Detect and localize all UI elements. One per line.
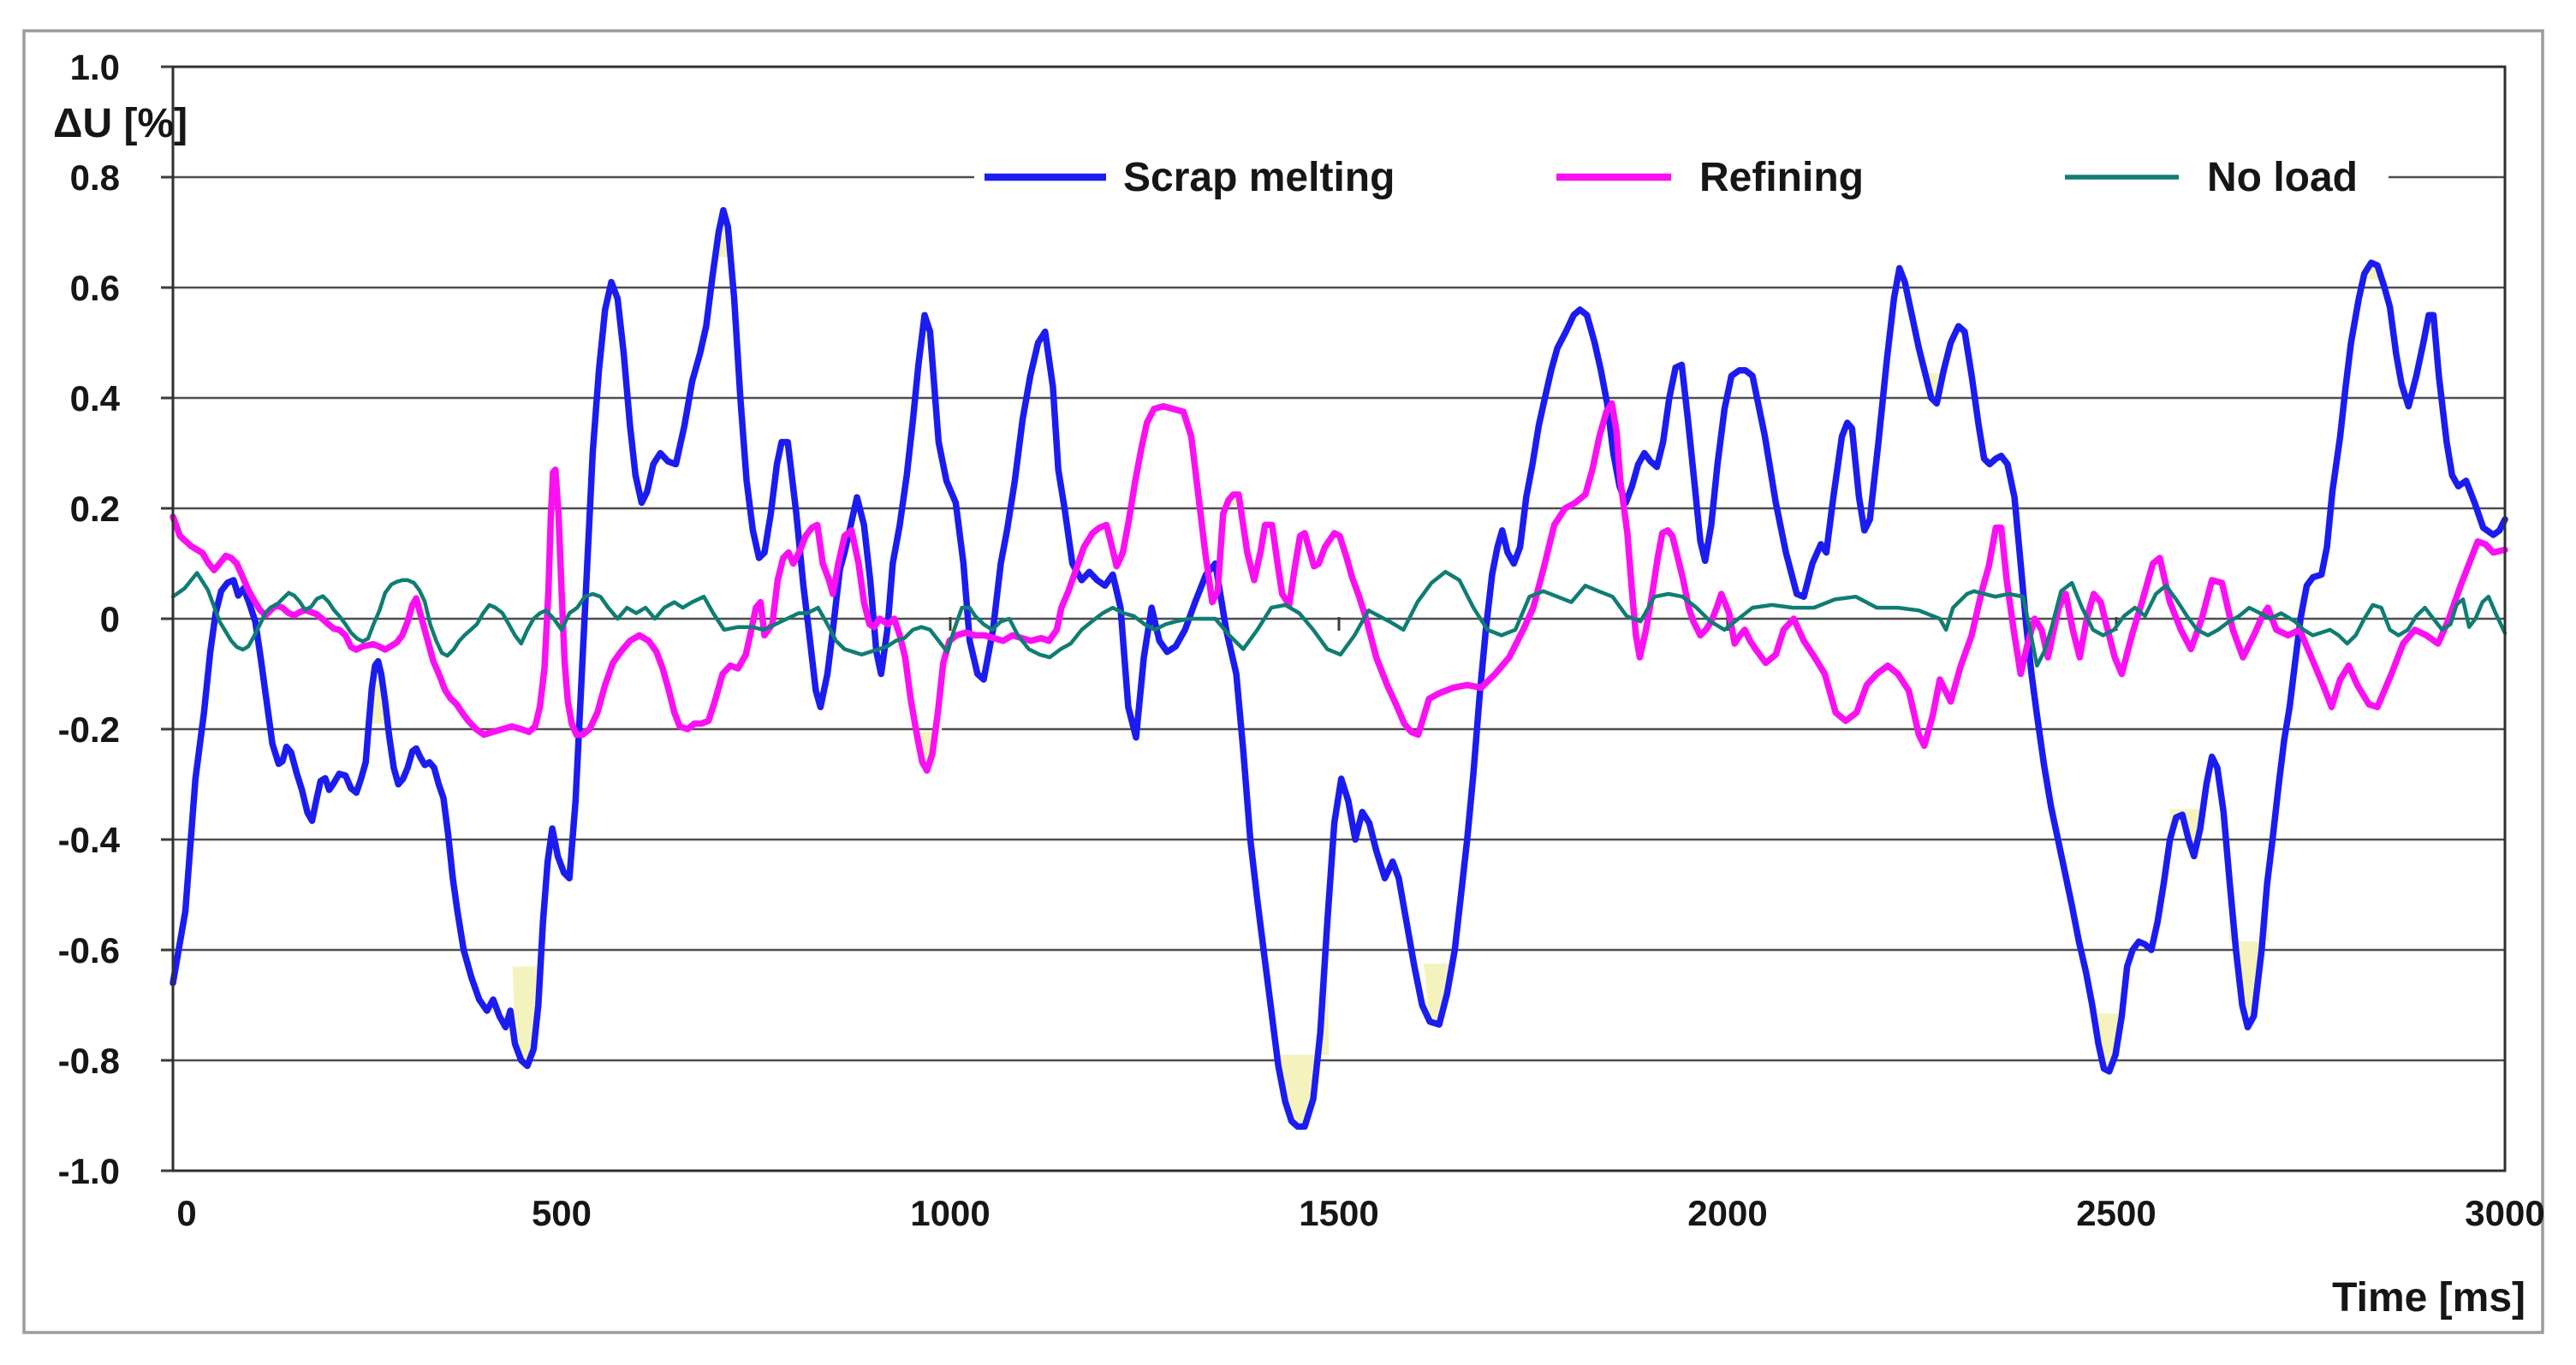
y-tick-label: -1.0: [58, 1151, 120, 1191]
x-tick-label: 500: [532, 1193, 592, 1233]
series-line-scrap-melting: [170, 206, 2508, 1131]
legend-label: No load: [2207, 155, 2358, 200]
y-tick-label: 0.8: [70, 157, 120, 198]
figure-border: [22, 29, 2544, 1334]
legend-item-scrap-melting: Scrap melting: [985, 155, 1395, 200]
y-tick-label: 1.0: [70, 47, 120, 87]
y-tick-label: 0.2: [70, 489, 120, 529]
y-tick-label: 0.4: [70, 378, 121, 418]
series-line-no-load: [170, 569, 2508, 668]
fill-artifact-5: [1424, 964, 1450, 1025]
x-tick-label: 0: [176, 1193, 196, 1233]
legend-label: Refining: [1699, 155, 1864, 200]
plot-border: [171, 65, 2507, 1172]
y-tick-label: -0.6: [58, 930, 120, 970]
y-tick-label: -0.2: [58, 709, 120, 750]
y-tick-label: -0.8: [58, 1041, 120, 1081]
x-tick-label: 2000: [1687, 1193, 1767, 1233]
x-tick-label: 2500: [2076, 1193, 2156, 1233]
legend-item-refining: Refining: [1556, 155, 1864, 200]
series-line-refining: [170, 400, 2508, 774]
x-axis-title: Time [ms]: [2332, 1275, 2525, 1320]
legend-label: Scrap melting: [1123, 155, 1395, 200]
fill-artifact-7: [2089, 1005, 2126, 1071]
legend-item-no-load: No load: [2065, 155, 2358, 200]
y-tick-label: 0: [100, 599, 120, 639]
x-tick-label: 1500: [1299, 1193, 1378, 1233]
y-axis-title: ΔU [%]: [53, 101, 187, 146]
fill-artifact-9: [2228, 883, 2270, 1028]
legend: Scrap melting Refining No load: [985, 155, 2358, 200]
x-tick-label: 1000: [910, 1193, 990, 1233]
y-tick-label: 0.6: [70, 268, 120, 308]
y-tick-label: -0.4: [58, 820, 121, 860]
x-tick-label: 3000: [2465, 1193, 2544, 1233]
